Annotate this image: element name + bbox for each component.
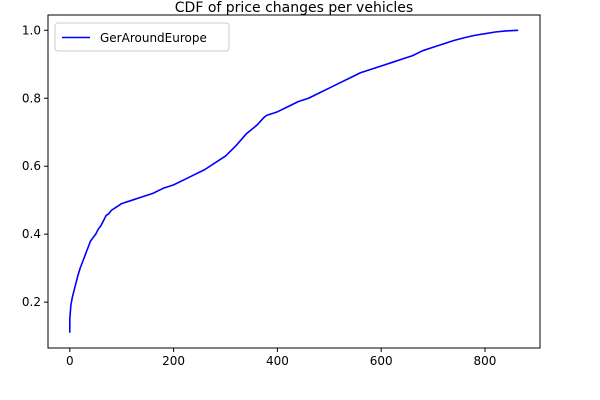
y-tick-label: 0.6 [22,159,41,173]
x-tick-label: 0 [66,354,74,368]
y-tick-label: 0.8 [22,91,41,105]
series-line-geraroundeurope [69,29,519,333]
x-tick-label: 200 [162,354,185,368]
axis-ticks: 0 200 400 600 800 0.2 0.4 0.6 0.8 1.0 [22,23,497,368]
y-tick-label: 0.4 [22,227,41,241]
legend-label: GerAroundEurope [100,31,207,45]
x-tick-label: 400 [266,354,289,368]
x-tick-label: 600 [370,354,393,368]
y-tick-label: 1.0 [22,23,41,37]
legend: GerAroundEurope [54,22,230,52]
y-tick-label: 0.2 [22,295,41,309]
legend-box [54,22,230,52]
axes-frame [47,14,541,349]
x-tick-label: 800 [474,354,497,368]
series-layer [69,29,519,333]
chart-title: CDF of price changes per vehicles [175,0,413,16]
